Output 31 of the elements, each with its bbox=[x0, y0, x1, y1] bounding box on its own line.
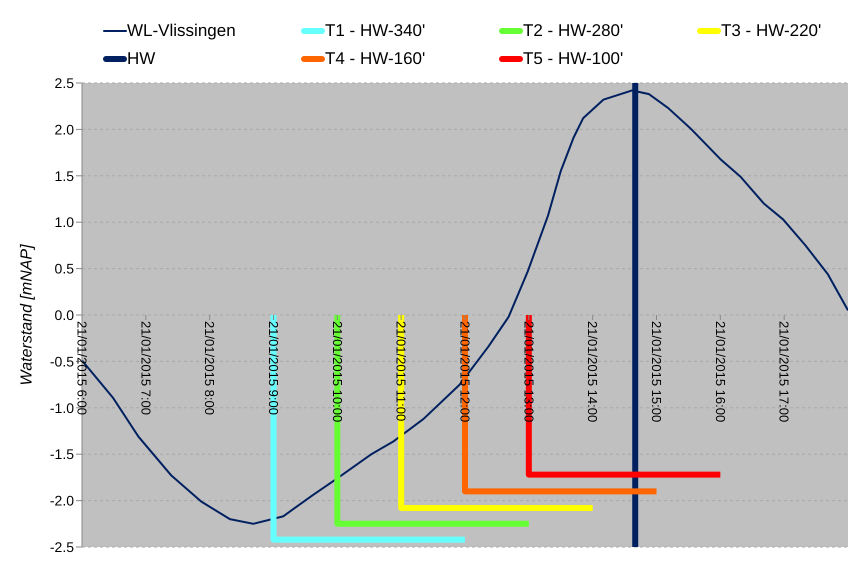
y-tick-label: 0.5 bbox=[54, 260, 74, 277]
x-tick-label: 21/01/2015 15:00 bbox=[649, 321, 664, 422]
legend-label: T1 - HW-340' bbox=[325, 21, 426, 41]
legend-label: T4 - HW-160' bbox=[325, 49, 426, 69]
y-tick-label: 0.0 bbox=[54, 306, 74, 323]
legend-label: HW bbox=[127, 49, 156, 69]
y-tick-label: -0.5 bbox=[50, 353, 74, 370]
legend-label: WL-Vlissingen bbox=[127, 21, 236, 41]
y-tick-label: 2.0 bbox=[54, 121, 74, 138]
x-tick-label: 21/01/2015 16:00 bbox=[712, 321, 728, 422]
x-tick-label: 21/01/2015 13:00 bbox=[521, 321, 536, 422]
y-tick-label: 1.0 bbox=[54, 214, 74, 230]
legend-label: T3 - HW-220' bbox=[721, 21, 822, 41]
x-tick-label: 21/01/2015 14:00 bbox=[585, 321, 600, 422]
x-tick-label: 21/01/2015 6:00 bbox=[74, 321, 90, 415]
y-tick-label: -1.5 bbox=[50, 446, 74, 462]
y-tick-label: -2.0 bbox=[50, 492, 74, 509]
y-tick-label: -1.0 bbox=[50, 400, 74, 416]
x-tick-label: 21/01/2015 10:00 bbox=[330, 321, 345, 422]
y-tick-label: 2.5 bbox=[54, 74, 74, 91]
y-tick-label: 1.5 bbox=[54, 168, 74, 184]
x-tick-label: 21/01/2015 12:00 bbox=[458, 321, 472, 422]
legend-label: T2 - HW-280' bbox=[523, 21, 624, 41]
y-tick-label: -2.5 bbox=[50, 538, 74, 555]
y-axis-title: Waterstand [mNAP] bbox=[18, 244, 36, 386]
x-tick-label: 21/01/2015 7:00 bbox=[138, 321, 154, 415]
x-tick-label: 21/01/2015 11:00 bbox=[394, 321, 409, 422]
x-tick-label: 21/01/2015 17:00 bbox=[776, 321, 792, 422]
x-tick-label: 21/01/2015 8:00 bbox=[202, 321, 218, 415]
legend-label: T5 - HW-100' bbox=[523, 49, 624, 69]
x-tick-label: 21/01/2015 9:00 bbox=[266, 321, 281, 415]
